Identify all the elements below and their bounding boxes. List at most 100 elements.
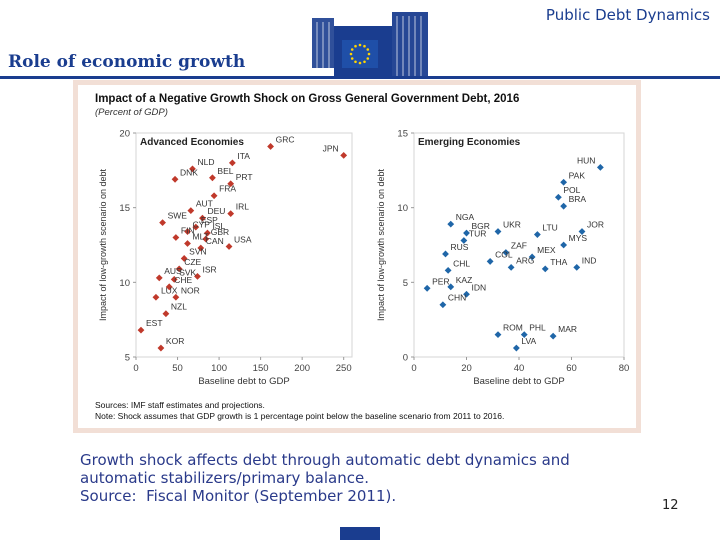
x-tick-label: 60 (566, 363, 577, 374)
data-label-ukr: UKR (503, 220, 521, 230)
data-point-isr (194, 272, 201, 280)
eu-flag-stars (349, 43, 371, 65)
x-tick-label: 40 (514, 363, 525, 374)
chart-title: Impact of a Negative Growth Shock on Gro… (95, 93, 519, 105)
data-label-fin: FIN (181, 226, 195, 236)
emerging-plot-area (413, 132, 625, 358)
data-label-isr: ISR (202, 264, 216, 274)
data-point-svk (170, 275, 178, 283)
data-label-hun: HUN (577, 155, 595, 165)
data-label-aut: AUT (196, 199, 213, 209)
data-point-phl (520, 331, 528, 338)
emerging-x-axis-label: Baseline debt to GDP (473, 376, 564, 387)
data-label-kor: KOR (166, 336, 184, 346)
x-tick-label: 0 (133, 363, 138, 374)
data-label-fra: FRA (219, 184, 236, 194)
x-tick-label: 250 (336, 363, 352, 374)
data-point-kor (157, 344, 165, 352)
data-point-hun (596, 163, 604, 171)
data-point-can (197, 244, 205, 252)
data-point-cze (175, 265, 183, 273)
eu-star (354, 60, 357, 64)
data-point-isl (204, 229, 211, 237)
chart-sources: Sources: IMF staff estimates and project… (95, 400, 265, 410)
page-number: 12 (662, 498, 679, 513)
y-tick-label: 15 (119, 203, 130, 214)
data-point-bel (209, 174, 216, 182)
data-point-prt (227, 180, 235, 188)
data-point-mar (549, 332, 557, 340)
x-tick-label: 0 (411, 363, 416, 374)
data-point-nld (189, 165, 196, 173)
caption: Growth shock affects debt through automa… (80, 451, 640, 505)
title-divider (0, 76, 720, 79)
data-point-mex (528, 253, 536, 261)
data-point-dnk (171, 175, 179, 183)
eu-star (349, 52, 353, 56)
footer-accent-bar (340, 527, 380, 540)
data-label-gbr: GBR (211, 227, 229, 237)
eu-star (350, 57, 354, 60)
data-point-ind (573, 264, 581, 271)
data-label-mlt: MLT (193, 232, 209, 242)
data-label-nld: NLD (197, 157, 214, 167)
emerging-y-axis-label: Impact of low-growth scenario on debt (376, 168, 386, 321)
eu-commission-logo (312, 12, 428, 76)
data-point-swe (159, 219, 166, 226)
data-label-swe: SWE (168, 211, 188, 221)
advanced-y-axis-label: Impact of low-growth scenario on debt (98, 168, 108, 321)
data-label-mar: MAR (558, 324, 577, 334)
data-label-svk: SVK (179, 267, 196, 277)
data-label-nga: NGA (456, 212, 475, 222)
chart-frame: Impact of a Negative Growth Shock on Gro… (73, 80, 641, 433)
data-label-ita: ITA (237, 151, 250, 161)
data-label-phl: PHL (529, 323, 546, 333)
data-point-fin (172, 234, 180, 241)
data-label-bra: BRA (569, 194, 587, 204)
data-point-jpn (340, 152, 348, 159)
data-label-tur: TUR (469, 229, 486, 239)
data-label-rus: RUS (451, 242, 469, 252)
caption-line-2: automatic stabilizers/primary balance. (80, 469, 369, 487)
data-label-bgr: BGR (472, 221, 490, 231)
logo-building-right (392, 12, 428, 76)
data-point-lux (152, 293, 160, 301)
data-label-tha: THA (550, 257, 567, 267)
data-label-esp: ESP (201, 215, 218, 225)
data-point-nor (172, 293, 180, 301)
data-label-mys: MYS (569, 233, 588, 243)
data-label-prt: PRT (236, 172, 253, 182)
data-label-est: EST (146, 318, 163, 328)
caption-line-3: Source: Fiscal Monitor (September 2011). (80, 487, 397, 505)
eu-star (363, 60, 366, 64)
data-point-irl (227, 210, 235, 218)
data-point-tha (541, 265, 549, 273)
data-label-jpn: JPN (323, 143, 339, 153)
data-point-cyp (184, 228, 191, 235)
data-point-col (486, 258, 494, 265)
logo-building-left (312, 18, 334, 68)
eu-star (366, 48, 370, 51)
data-label-che: CHE (174, 275, 192, 285)
emerging-economies-panel: Emerging Economies 0 5 10 15 0 20 40 60 80 Baselin… (376, 129, 629, 388)
data-label-idn: IDN (472, 282, 487, 292)
data-point-est (137, 326, 145, 334)
y-tick-label: 0 (403, 353, 408, 364)
data-label-chl: CHL (453, 258, 470, 268)
data-label-usa: USA (234, 234, 252, 244)
data-point-nga (447, 220, 455, 228)
eu-star (367, 52, 371, 56)
y-tick-label: 15 (397, 129, 408, 140)
data-point-pak (560, 178, 568, 186)
data-label-pak: PAK (569, 170, 586, 180)
data-point-per (423, 284, 431, 292)
eu-star (358, 43, 362, 47)
data-point-ukr (494, 228, 502, 235)
logo-stripes (316, 16, 422, 76)
eu-star (354, 44, 357, 48)
y-tick-label: 5 (125, 353, 130, 364)
data-label-lux: LUX (161, 285, 178, 295)
data-label-deu: DEU (207, 206, 225, 216)
data-point-ltu (533, 231, 541, 238)
debt-shock-chart: Impact of a Negative Growth Shock on Gro… (95, 93, 629, 421)
